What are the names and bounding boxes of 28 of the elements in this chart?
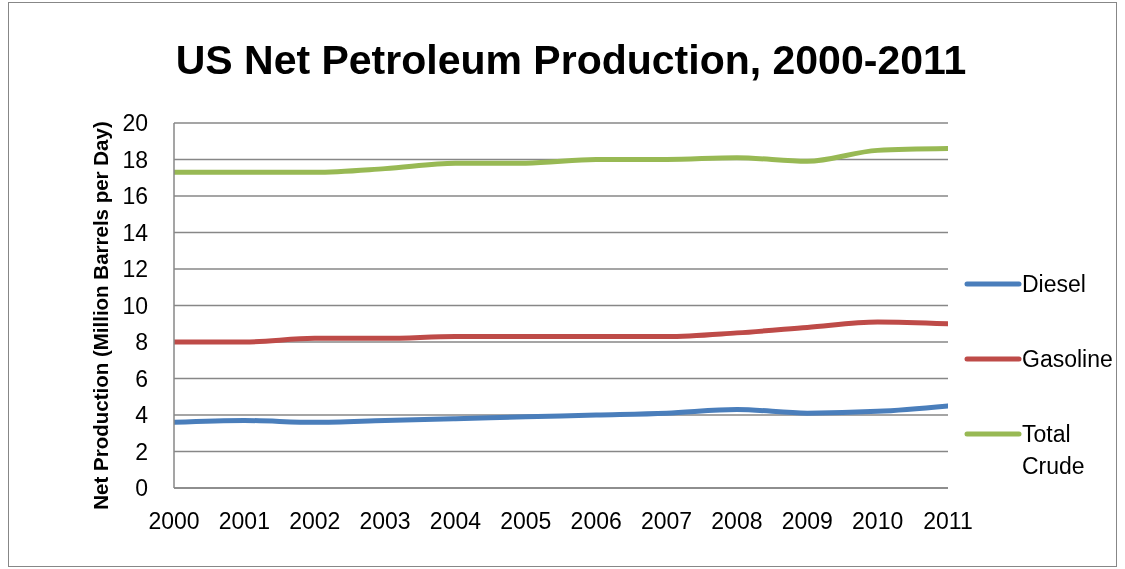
x-tick-label: 2002 xyxy=(289,508,341,535)
chart-title: US Net Petroleum Production, 2000-2011 xyxy=(174,37,968,83)
y-tick-label: 10 xyxy=(122,292,148,319)
x-tick-label: 2007 xyxy=(640,508,693,535)
x-tick-label: 2003 xyxy=(359,508,411,535)
legend-label: Gasoline xyxy=(1022,345,1114,374)
y-tick-label: 20 xyxy=(122,110,148,137)
x-tick-label: 2005 xyxy=(500,508,552,535)
legend-label: Diesel xyxy=(1022,270,1087,299)
x-tick-label: 2001 xyxy=(218,508,270,535)
x-tick-label: 2006 xyxy=(570,508,622,535)
x-tick-label: 2004 xyxy=(429,508,482,535)
y-axis-title: Net Production (Million Barrels per Day) xyxy=(88,121,112,510)
y-tick-label: 2 xyxy=(135,438,148,465)
x-tick-label: 2000 xyxy=(148,508,200,535)
y-tick-label: 6 xyxy=(135,365,148,392)
y-tick-label: 16 xyxy=(122,183,148,210)
y-tick-label: 12 xyxy=(122,256,148,283)
legend-label: Total Crude xyxy=(1022,420,1086,481)
x-tick-label: 2008 xyxy=(711,508,763,535)
x-tick-label: 2011 xyxy=(923,508,973,535)
y-tick-label: 14 xyxy=(122,219,149,246)
x-tick-label: 2010 xyxy=(852,508,904,535)
y-tick-label: 4 xyxy=(135,402,149,429)
x-tick-label: 2009 xyxy=(781,508,833,535)
y-tick-label: 0 xyxy=(135,475,148,502)
y-tick-label: 8 xyxy=(135,329,148,356)
y-tick-label: 18 xyxy=(122,146,148,173)
